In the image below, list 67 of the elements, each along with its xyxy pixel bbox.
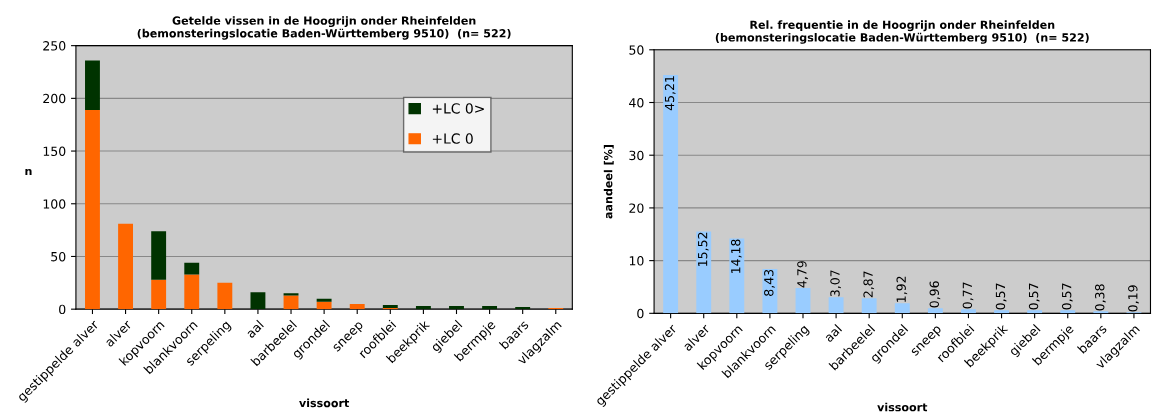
bar — [449, 306, 464, 310]
bar — [151, 279, 167, 310]
data-label: 0,96 — [929, 281, 941, 308]
data-label: 0,19 — [1128, 285, 1139, 312]
y-tick-label: 50 — [51, 251, 66, 262]
data-label: 14,18 — [730, 239, 742, 273]
chart-title: Getelde vissen in de Hoogrijn onder Rheinfelden (bemonsteringslocatie Baden-Württemberg 9510) (n= 522) — [137, 16, 511, 40]
y-tick-label: 20 — [629, 203, 644, 213]
bar — [1027, 310, 1043, 314]
y-tick-label: 0 — [637, 308, 644, 319]
data-label: 0,77 — [962, 282, 974, 309]
bar — [415, 306, 431, 310]
bar — [316, 298, 332, 302]
bar — [85, 60, 100, 110]
data-label: 1,92 — [896, 276, 908, 302]
data-label: 2,87 — [863, 271, 875, 298]
bar — [217, 282, 233, 310]
bar — [1093, 311, 1109, 314]
bar — [1060, 310, 1076, 314]
data-label: 4,79 — [797, 261, 808, 288]
bar — [696, 231, 712, 314]
legend-label: +LC 0> — [432, 103, 484, 114]
y-tick-label: 30 — [629, 150, 644, 161]
bar — [283, 293, 299, 296]
bar — [663, 75, 679, 314]
bar — [861, 298, 877, 314]
bar — [118, 223, 134, 310]
y-tick-label: 0 — [59, 304, 66, 315]
bar — [316, 301, 332, 310]
bar — [482, 306, 498, 310]
bar — [382, 304, 398, 309]
y-axis-title: n — [25, 168, 32, 176]
x-axis-title: vissoort — [299, 398, 350, 408]
chart-title: Rel. frequentie in de Hoogrijn onder Rheinfelden (bemonsteringslocatie Baden-Württemberg 9510) (n= 522) — [715, 20, 1089, 44]
bar — [894, 303, 910, 314]
bar — [184, 274, 200, 310]
bar — [85, 109, 100, 310]
data-label: 45,21 — [664, 76, 676, 111]
bar — [349, 303, 365, 310]
data-label: 0,57 — [1061, 283, 1073, 310]
bar — [994, 310, 1010, 314]
bar — [151, 231, 167, 280]
bar — [961, 309, 976, 314]
data-label: 0,38 — [1095, 284, 1106, 311]
y-tick-label: 100 — [43, 199, 66, 209]
data-label: 0,57 — [995, 283, 1007, 310]
bar — [283, 295, 299, 310]
y-tick-label: 50 — [629, 45, 644, 55]
data-label: 15,52 — [697, 232, 709, 266]
y-tick-label: 150 — [43, 146, 66, 156]
bar — [515, 307, 531, 310]
y-axis-title: aandeel [%] — [603, 145, 614, 219]
legend-label: +LC 0 — [432, 133, 473, 144]
bar — [795, 288, 811, 314]
data-label: 8,43 — [764, 269, 775, 296]
y-tick-label: 10 — [629, 256, 644, 266]
y-tick-label: 200 — [43, 93, 66, 104]
y-tick-label: 40 — [629, 97, 644, 108]
y-tick-label: 250 — [43, 41, 66, 51]
bar — [927, 308, 943, 314]
bar — [729, 238, 745, 314]
bar — [828, 297, 844, 314]
bar — [184, 262, 200, 275]
bar — [250, 292, 266, 310]
data-label: 3,07 — [830, 270, 841, 297]
x-axis-title: vissoort — [877, 402, 928, 412]
data-label: 0,57 — [1028, 283, 1040, 310]
